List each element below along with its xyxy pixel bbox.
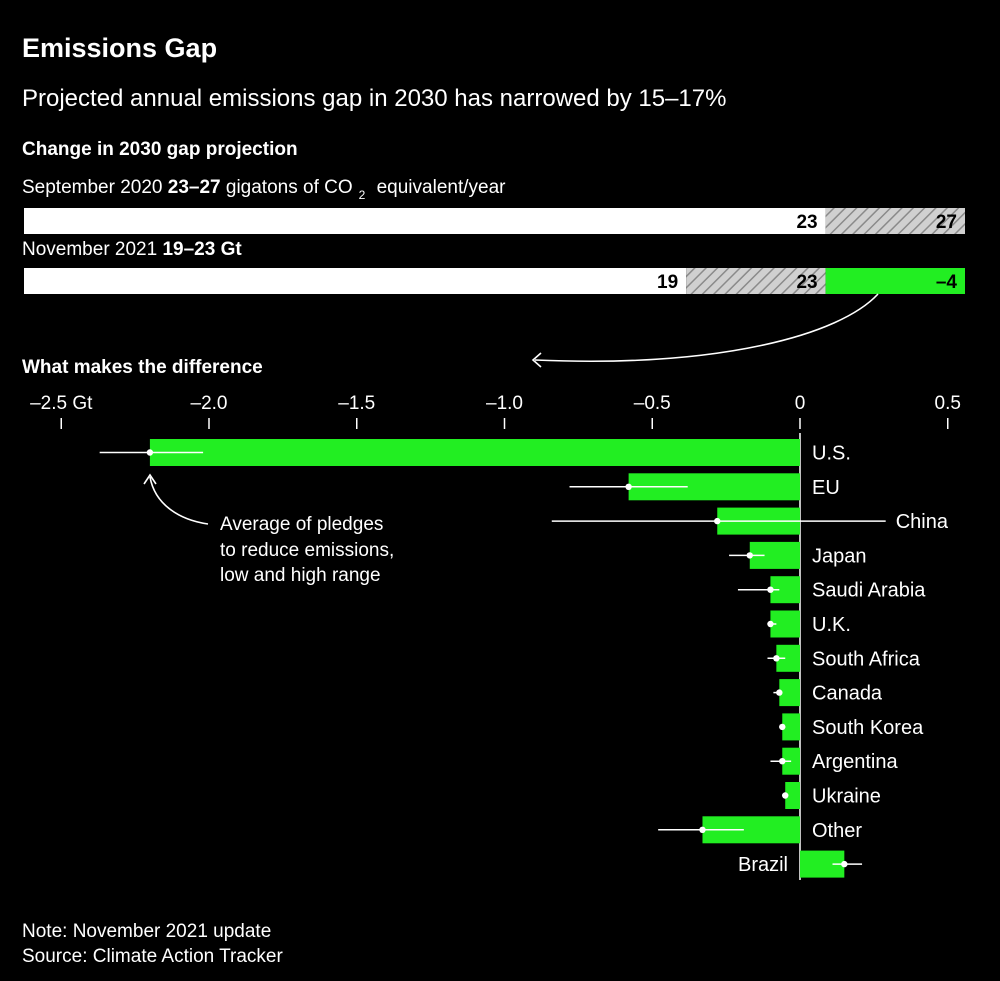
connector-arrow (534, 293, 879, 363)
x-tick-label: –1.0 (486, 393, 523, 414)
chart-title: Emissions Gap (22, 33, 217, 63)
category-label: U.S. (812, 443, 851, 465)
bar-ukraine (785, 782, 800, 809)
average-point (776, 689, 783, 696)
x-tick-label: 0.5 (935, 393, 961, 414)
category-label: EU (812, 477, 840, 499)
average-point (767, 586, 774, 593)
average-point (767, 620, 774, 628)
connector-arrowhead (531, 352, 542, 368)
bar-canada (779, 679, 800, 707)
category-label: South Africa (812, 648, 921, 670)
september-unit-tail: equivalent/year (371, 177, 506, 198)
bar-south-africa (776, 644, 800, 672)
country-bars: U.S. EU China Japan Saudi Arabia U.K. South Af… (99, 439, 949, 878)
november-prefix: November 2021 (22, 239, 162, 260)
september-prefix: September 2020 (22, 177, 168, 198)
annotation-arrowhead (143, 473, 157, 485)
x-axis: –2.5 Gt –2.0 –1.5 –1.0 –0.5 0 0.5 (30, 393, 961, 880)
average-point (714, 517, 721, 525)
note: Note: November 2021 update (22, 921, 271, 942)
category-label: Canada (812, 683, 883, 705)
gap-row-1-low-label: 23 (796, 212, 817, 233)
gap-row-2-high-label: 23 (796, 272, 817, 293)
gap-row-2-range-bar (686, 268, 826, 294)
gap-row-1-high-label: 27 (936, 212, 957, 233)
category-label: Saudi Arabia (812, 580, 926, 602)
category-label: Argentina (812, 751, 898, 773)
november-range: 19–23 Gt (162, 239, 242, 260)
gap-row-2-low-label: 19 (657, 272, 678, 293)
average-point (841, 860, 848, 868)
annotation-line-3: low and high range (220, 565, 381, 586)
x-tick-label: –0.5 (634, 393, 671, 414)
category-label: U.K. (812, 614, 851, 636)
category-label: Ukraine (812, 786, 881, 808)
september-unit-subscript: 2 (359, 188, 366, 202)
bar-u-s- (149, 439, 800, 466)
chart-subtitle: Projected annual emissions gap in 2030 h… (22, 85, 726, 112)
gap-section-heading: Change in 2030 gap projection (22, 139, 298, 160)
gap-row-2-change-bar (825, 268, 965, 294)
annotation-arrow (149, 476, 209, 525)
x-tick-label: –2.5 Gt (30, 393, 93, 414)
gap-row-1-range-bar (825, 208, 965, 234)
category-label: Japan (812, 545, 867, 567)
category-label: South Korea (812, 717, 924, 739)
gap-bars: 23 27 19 23 –4 (24, 208, 965, 294)
annotation-line-2: to reduce emissions, (220, 540, 394, 561)
source: Source: Climate Action Tracker (22, 946, 283, 967)
category-label: Other (812, 820, 862, 842)
september-range: 23–27 (168, 177, 221, 198)
september-label: September 2020 23–27 gigatons of CO 2 equ… (22, 177, 506, 202)
category-label: Brazil (738, 854, 788, 876)
september-unit: gigatons of CO (221, 177, 353, 198)
difference-chart-title: What makes the difference (22, 357, 263, 378)
x-tick-label: –2.0 (191, 393, 228, 414)
bar-south-korea (782, 713, 800, 741)
average-point (146, 449, 154, 456)
average-point (782, 792, 789, 799)
gap-row-2-base-bar (24, 268, 687, 294)
category-label: China (896, 511, 949, 533)
average-point (779, 758, 786, 765)
average-point (699, 826, 706, 833)
average-point (779, 723, 786, 731)
average-point (746, 552, 753, 559)
x-tick-label: 0 (795, 393, 806, 414)
average-point (625, 483, 632, 490)
annotation-line-1: Average of pledges (220, 514, 383, 535)
gap-row-2-change-label: –4 (936, 272, 958, 293)
gap-row-1-base-bar (24, 208, 826, 234)
x-tick-label: –1.5 (338, 393, 375, 414)
average-point (773, 655, 780, 662)
november-label: November 2021 19–23 Gt (22, 239, 242, 260)
